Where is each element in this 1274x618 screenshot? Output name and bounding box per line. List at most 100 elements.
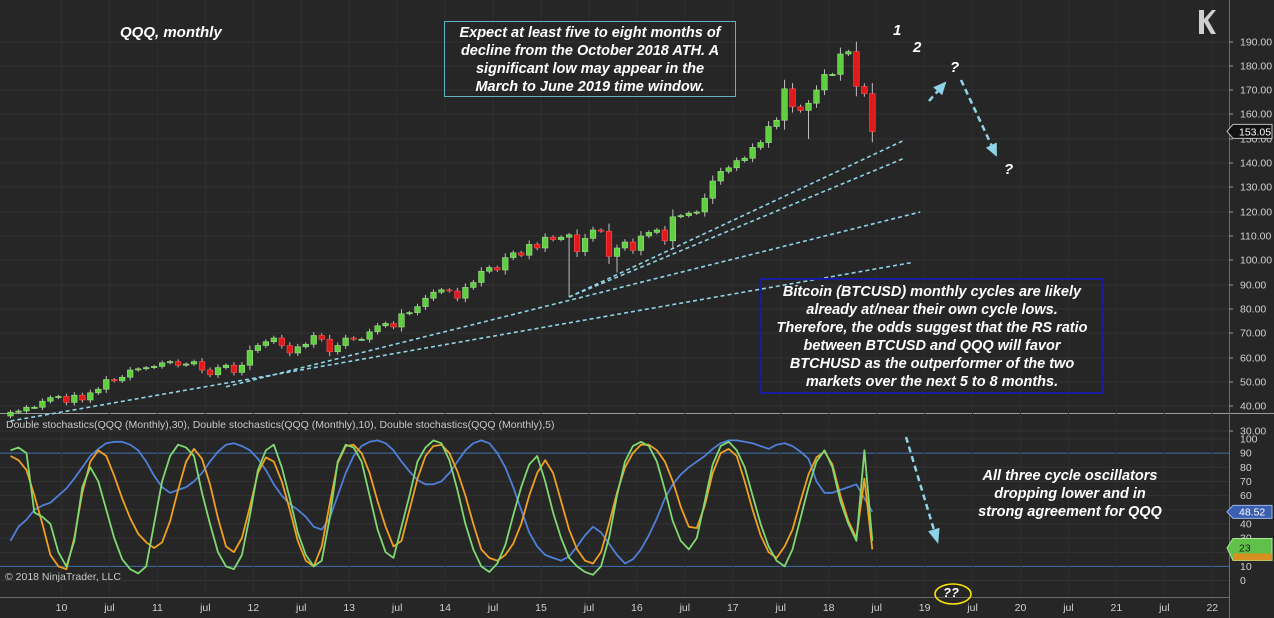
projection-arrow-head	[985, 142, 997, 157]
price-tick-label: 190.00	[1240, 37, 1272, 49]
osc-tick-label: 0	[1240, 575, 1246, 587]
ninjatrader-logo-icon	[1199, 10, 1216, 34]
candle-body	[765, 126, 772, 143]
time-tick-label: jul	[103, 602, 115, 614]
candle-body	[605, 230, 613, 257]
stoch-5-line	[10, 439, 874, 576]
candle-body	[438, 289, 445, 293]
candle-body	[302, 343, 309, 348]
candle-body	[127, 369, 134, 378]
candle-body	[709, 180, 716, 199]
candle-body	[358, 338, 365, 341]
price-tick-label: 50.00	[1240, 377, 1266, 389]
time-tick-label: 21	[1111, 602, 1123, 614]
candle-body	[398, 313, 405, 328]
candle-body	[222, 364, 230, 368]
candles	[7, 41, 876, 419]
candle-body	[597, 229, 605, 232]
candle-body	[845, 51, 852, 55]
chart-title: QQQ, monthly	[120, 24, 222, 41]
candle-body	[151, 366, 158, 368]
candle-body	[773, 119, 780, 127]
osc-value-label-30: 48.52	[1239, 506, 1265, 518]
price-tick-label: 130.00	[1240, 182, 1272, 194]
candle-body	[869, 93, 876, 132]
candle-body	[534, 244, 541, 249]
candle-body	[701, 197, 708, 213]
candle-body	[71, 394, 78, 403]
candle-body	[382, 323, 389, 327]
candle-body	[685, 212, 692, 216]
candle-body	[214, 367, 222, 376]
candle-body	[454, 290, 461, 299]
candle-body	[637, 235, 645, 251]
candle-body	[797, 106, 804, 111]
candle-body	[510, 252, 517, 258]
price-tick-label: 180.00	[1240, 61, 1272, 73]
candle-body	[374, 325, 381, 333]
time-tick-label: jul	[295, 602, 307, 614]
price-tick-label: 170.00	[1240, 85, 1272, 97]
projection-arrow-shaft	[959, 79, 998, 156]
candle-body	[119, 376, 126, 382]
time-tick-label: 18	[823, 602, 835, 614]
time-tick-label: jul	[966, 602, 978, 614]
candle-body	[486, 267, 493, 272]
price-tick-label: 160.00	[1240, 109, 1272, 121]
time-tick-label: 19	[919, 602, 931, 614]
candle-body	[23, 406, 30, 412]
candle-body	[470, 282, 477, 288]
time-tick-label: jul	[583, 602, 595, 614]
candle-body	[749, 147, 756, 159]
candle-body	[406, 312, 413, 315]
candle-body	[621, 241, 629, 249]
osc-value-box-30	[1226, 504, 1273, 519]
candle-body	[829, 74, 836, 76]
candle-body	[190, 361, 198, 365]
candle-body	[661, 229, 668, 242]
candle-body	[103, 379, 110, 390]
top-note: Expect at least five to eight months of …	[444, 21, 736, 97]
candle-body	[31, 406, 38, 409]
candle-body	[63, 396, 70, 403]
time-tick-label: jul	[199, 602, 211, 614]
candle-body	[565, 234, 573, 238]
candle-body	[422, 297, 429, 307]
oscillator-note: All three cycle oscillators dropping low…	[978, 468, 1162, 520]
time-tick-label: jul	[679, 602, 691, 614]
projection-arrow-head	[933, 81, 947, 96]
candle-body	[7, 411, 14, 417]
candle-body	[286, 345, 293, 354]
candle-body	[87, 392, 94, 401]
projection-arrows	[904, 79, 998, 544]
candle-body	[430, 291, 437, 299]
candle-body	[342, 337, 349, 346]
candle-body	[15, 410, 22, 413]
candle-body	[198, 361, 206, 371]
candle-body	[669, 216, 676, 242]
time-tick-label: 12	[247, 602, 259, 614]
copyright: © 2018 NinjaTrader, LLC	[5, 571, 121, 583]
question-mark-2: ?	[1004, 161, 1014, 178]
price-tick-label: 70.00	[1240, 328, 1266, 340]
candle-body	[757, 142, 764, 148]
candle-body	[581, 238, 589, 252]
candle-body	[853, 51, 860, 87]
time-tick-label: jul	[1158, 602, 1170, 614]
candle-body	[159, 362, 166, 367]
candle-body	[462, 287, 469, 299]
candle-body	[526, 244, 533, 256]
candle-body	[262, 341, 269, 346]
question-mark-1: ?	[950, 59, 960, 76]
candle-body	[813, 89, 820, 104]
candle-body	[478, 270, 485, 283]
candle-body	[645, 232, 652, 237]
oscillator-arrow-head	[928, 527, 940, 544]
candle-body	[254, 345, 261, 351]
candle-body	[446, 289, 453, 292]
time-tick-label: 20	[1015, 602, 1027, 614]
time-tick-label: jul	[870, 602, 882, 614]
candle-body	[414, 306, 421, 313]
